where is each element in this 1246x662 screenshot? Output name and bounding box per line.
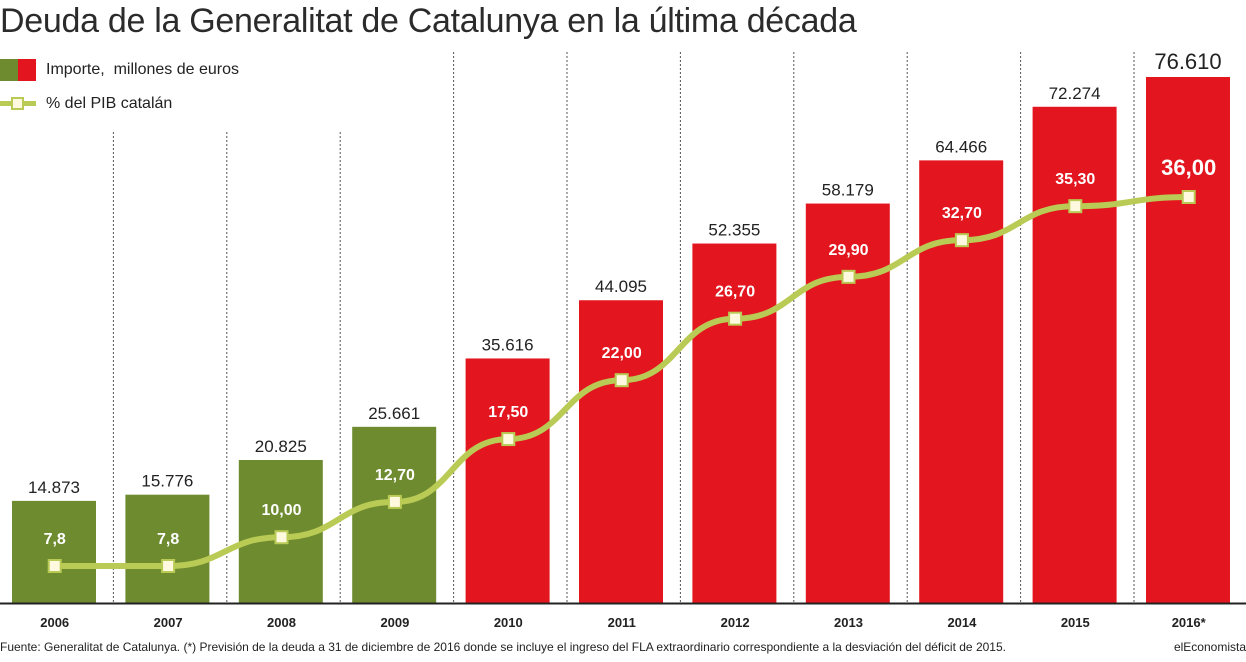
pib-marker	[387, 494, 402, 509]
legend-line-label: % del PIB catalán	[46, 95, 173, 112]
pib-marker	[841, 269, 856, 284]
bar-value-label: 58.179	[822, 181, 874, 200]
bar-value-label: 15.776	[141, 472, 193, 491]
bar-value-label: 72.274	[1049, 84, 1101, 103]
x-tick-label: 2014	[947, 615, 977, 630]
bar-value-label: 76.610	[1154, 49, 1221, 74]
pib-value-label: 36,00	[1161, 155, 1216, 180]
x-tick-label: 2012	[721, 615, 750, 630]
x-tick-label: 2008	[267, 615, 296, 630]
pib-value-label: 10,00	[261, 502, 301, 519]
bar-value-label: 52.355	[708, 221, 760, 240]
pib-marker	[614, 373, 629, 388]
pib-marker	[1181, 190, 1196, 204]
legend-line-swatch	[0, 93, 36, 115]
pib-marker	[274, 530, 289, 545]
x-tick-label: 2015	[1061, 615, 1090, 630]
bar	[125, 494, 210, 603]
pib-marker	[728, 311, 743, 326]
bar	[579, 300, 663, 603]
chart-title: Deuda de la Generalitat de Catalunya en …	[0, 2, 857, 40]
pib-value-label: 35,30	[1055, 171, 1095, 188]
bar-value-label: 14.873	[28, 478, 80, 497]
bar	[692, 243, 777, 603]
bar	[805, 203, 890, 604]
x-tick-label: 2009	[380, 615, 409, 630]
pib-value-label: 7,8	[44, 531, 66, 548]
pib-marker	[954, 233, 969, 248]
legend-bar-entry: Importe, millones de euros	[0, 58, 239, 82]
bar	[1146, 77, 1230, 603]
pib-value-label: 22,00	[602, 345, 642, 362]
bar	[919, 160, 1004, 603]
bar-value-label: 64.466	[935, 137, 987, 156]
pib-marker	[501, 432, 516, 447]
x-tick-label: 2007	[154, 615, 183, 630]
bar	[12, 500, 96, 603]
bar	[1032, 106, 1117, 603]
pib-value-label: 17,50	[488, 404, 528, 421]
bar-value-label: 44.095	[595, 277, 647, 296]
bar-value-label: 35.616	[482, 335, 534, 354]
x-tick-label: 2010	[494, 615, 523, 630]
pib-marker	[1068, 199, 1083, 214]
x-tick-label: 2011	[608, 615, 636, 630]
legend-bar-swatch-red	[18, 59, 36, 81]
bar-value-label: 25.661	[368, 404, 420, 423]
brand-credit: elEconomista	[1173, 640, 1246, 654]
pib-marker	[161, 559, 176, 573]
chart-svg: 14.873 15.776 20.825 25.661 35.616 44.095 52.3…	[0, 49, 1246, 630]
x-tick-label: 2013	[834, 615, 863, 630]
pib-value-label: 32,70	[942, 205, 982, 222]
bar-value-label: 20.825	[255, 437, 307, 456]
pib-value-label: 29,90	[828, 242, 868, 259]
pib-value-label: 26,70	[715, 284, 755, 301]
pib-value-label: 7,8	[157, 531, 179, 548]
legend-line-entry: % del PIB catalán	[0, 92, 172, 116]
bar	[352, 426, 437, 603]
x-tick-label: 2006	[40, 615, 69, 630]
x-tick-label: 2016*	[1172, 615, 1207, 630]
legend-bar-swatch-green	[0, 59, 18, 81]
bar	[465, 358, 550, 603]
legend-bar-label: Importe, millones de euros	[46, 61, 239, 78]
source-note: Fuente: Generalitat de Catalunya. (*) Pr…	[0, 640, 1006, 654]
pib-value-label: 12,70	[375, 467, 415, 484]
pib-marker	[47, 559, 62, 573]
